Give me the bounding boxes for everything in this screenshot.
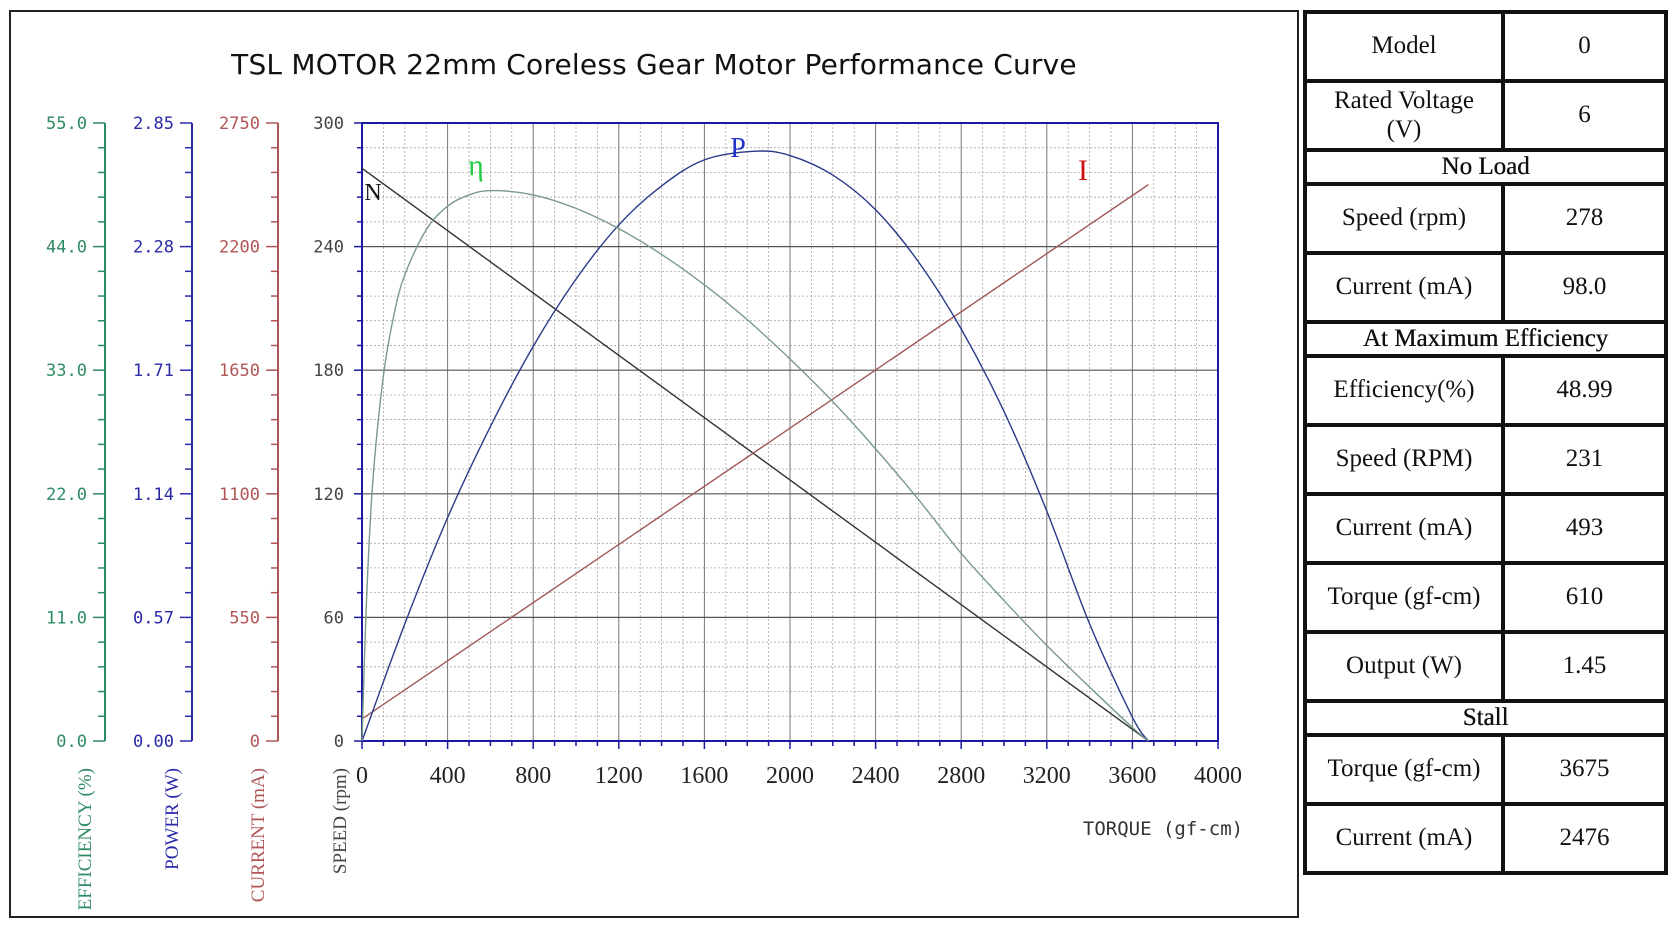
current-tick-label: 0 xyxy=(250,732,260,752)
speed-tick-label: 240 xyxy=(313,238,344,258)
max-eff-speed-label: Speed (RPM) xyxy=(1303,423,1505,496)
no-load-current-label: Current (mA) xyxy=(1303,251,1505,324)
efficiency-axis: 0.0 11.0 22.0 33.0 44.0 55.0 EFFICIENCY (%) xyxy=(46,114,106,910)
speed-tick-label: 60 xyxy=(324,608,344,628)
max-eff-torque-label: Torque (gf-cm) xyxy=(1303,561,1505,634)
current-axis: 0 550 1100 1650 2200 2750 CURRENT (mA) xyxy=(219,114,279,902)
series-label-n: N xyxy=(364,180,381,206)
max-eff-output-value: 1.45 xyxy=(1501,630,1668,703)
series-label-p: P xyxy=(730,133,746,164)
max-eff-current-value: 493 xyxy=(1501,492,1668,565)
max-eff-current-label: Current (mA) xyxy=(1303,492,1505,565)
table-row: Model 0 xyxy=(1303,10,1668,83)
x-tick-label: 800 xyxy=(515,763,551,789)
current-axis-label: CURRENT (mA) xyxy=(248,768,269,902)
spec-table: Model 0 Rated Voltage (V) 6 No Load Spee… xyxy=(1303,10,1668,875)
power-tick-label: 1.71 xyxy=(133,361,174,381)
stall-torque-label: Torque (gf-cm) xyxy=(1303,733,1505,806)
power-tick-label: 2.85 xyxy=(133,114,174,134)
x-axis: 0 400 800 1200 1600 2000 2400 2800 3200 3600 4000 T… xyxy=(356,741,1243,840)
efficiency-tick-label: 11.0 xyxy=(46,608,87,628)
efficiency-tick-label: 33.0 xyxy=(46,361,87,381)
series-line-n xyxy=(361,167,1149,742)
efficiency-tick-label: 44.0 xyxy=(46,238,87,258)
series-label-eta: η xyxy=(468,149,484,182)
current-tick-label: 2750 xyxy=(219,114,260,134)
performance-chart: 0 400 800 1200 1600 2000 2400 2800 3200 3600 4000T… xyxy=(46,114,1243,910)
section-row: No Load xyxy=(1303,148,1668,186)
chart-title: TSL MOTOR 22mm Coreless Gear Motor Perfo… xyxy=(231,48,1077,81)
x-tick-label: 2800 xyxy=(937,763,985,789)
x-tick-label: 4000 xyxy=(1194,763,1242,789)
model-label: Model xyxy=(1303,10,1505,83)
max-eff-output-label: Output (W) xyxy=(1303,630,1505,703)
efficiency-tick-label: 0.0 xyxy=(56,732,87,752)
efficiency-tick-label: 55.0 xyxy=(46,114,87,134)
table-row: Efficiency(%) 48.99 xyxy=(1303,354,1668,427)
speed-axis-label: SPEED (rpm) xyxy=(330,768,351,874)
table-row: Speed (rpm) 278 xyxy=(1303,182,1668,255)
power-tick-label: 1.14 xyxy=(133,485,174,505)
no-load-current-value: 98.0 xyxy=(1501,251,1668,324)
current-tick-label: 1100 xyxy=(219,485,260,505)
no-load-heading: No Load xyxy=(1303,148,1668,186)
series-line-i xyxy=(361,183,1149,720)
series-label-i: I xyxy=(1078,154,1088,187)
rated-voltage-label: Rated Voltage (V) xyxy=(1303,79,1505,152)
current-tick-label: 2200 xyxy=(219,238,260,258)
stall-heading: Stall xyxy=(1303,699,1668,737)
x-tick-label: 0 xyxy=(356,763,368,789)
grid-lines xyxy=(362,123,1218,741)
speed-tick-label: 180 xyxy=(313,361,344,381)
table-row: Current (mA) 493 xyxy=(1303,492,1668,565)
x-tick-label: 3600 xyxy=(1108,763,1156,789)
efficiency-tick-label: 22.0 xyxy=(46,485,87,505)
no-load-speed-label: Speed (rpm) xyxy=(1303,182,1505,255)
table-row: Torque (gf-cm) 3675 xyxy=(1303,733,1668,806)
max-eff-efficiency-label: Efficiency(%) xyxy=(1303,354,1505,427)
x-axis-label: TORQUE (gf-cm) xyxy=(1083,818,1243,840)
max-eff-torque-value: 610 xyxy=(1501,561,1668,634)
power-tick-label: 0.00 xyxy=(133,732,174,752)
x-tick-label: 2000 xyxy=(766,763,814,789)
power-axis-label: POWER (W) xyxy=(162,768,183,870)
table-row: Current (mA) 98.0 xyxy=(1303,251,1668,324)
rated-voltage-value: 6 xyxy=(1501,79,1668,152)
series-line-eta xyxy=(361,189,1149,742)
max-eff-efficiency-value: 48.99 xyxy=(1501,354,1668,427)
x-tick-label: 1200 xyxy=(595,763,643,789)
current-tick-label: 1650 xyxy=(219,361,260,381)
current-tick-label: 550 xyxy=(229,608,260,628)
table-row: Output (W) 1.45 xyxy=(1303,630,1668,703)
x-tick-label: 2400 xyxy=(852,763,900,789)
stall-current-value: 2476 xyxy=(1501,802,1668,875)
stall-torque-value: 3675 xyxy=(1501,733,1668,806)
stall-current-label: Current (mA) xyxy=(1303,802,1505,875)
table-row: Current (mA) 2476 xyxy=(1303,802,1668,875)
speed-axis: 0 60 120 180 240 300 SPEED (rpm) xyxy=(313,114,362,874)
power-tick-label: 2.28 xyxy=(133,238,174,258)
x-tick-label: 3200 xyxy=(1023,763,1071,789)
table-row: Speed (RPM) 231 xyxy=(1303,423,1668,496)
max-eff-speed-value: 231 xyxy=(1501,423,1668,496)
table-row: Torque (gf-cm) 610 xyxy=(1303,561,1668,634)
model-value: 0 xyxy=(1501,10,1668,83)
series-line-p xyxy=(361,150,1150,742)
no-load-speed-value: 278 xyxy=(1501,182,1668,255)
section-row: Stall xyxy=(1303,699,1668,737)
power-axis: 0.00 0.57 1.14 1.71 2.28 2.85 POWER (W) xyxy=(133,114,193,870)
x-tick-label: 1600 xyxy=(680,763,728,789)
x-tick-label: 400 xyxy=(430,763,466,789)
max-efficiency-heading: At Maximum Efficiency xyxy=(1303,320,1668,358)
speed-tick-label: 120 xyxy=(313,485,344,505)
power-tick-label: 0.57 xyxy=(133,608,174,628)
efficiency-axis-label: EFFICIENCY (%) xyxy=(75,768,96,910)
speed-tick-label: 0 xyxy=(334,732,344,752)
table-row: Rated Voltage (V) 6 xyxy=(1303,79,1668,152)
section-row: At Maximum Efficiency xyxy=(1303,320,1668,358)
speed-tick-label: 300 xyxy=(313,114,344,134)
